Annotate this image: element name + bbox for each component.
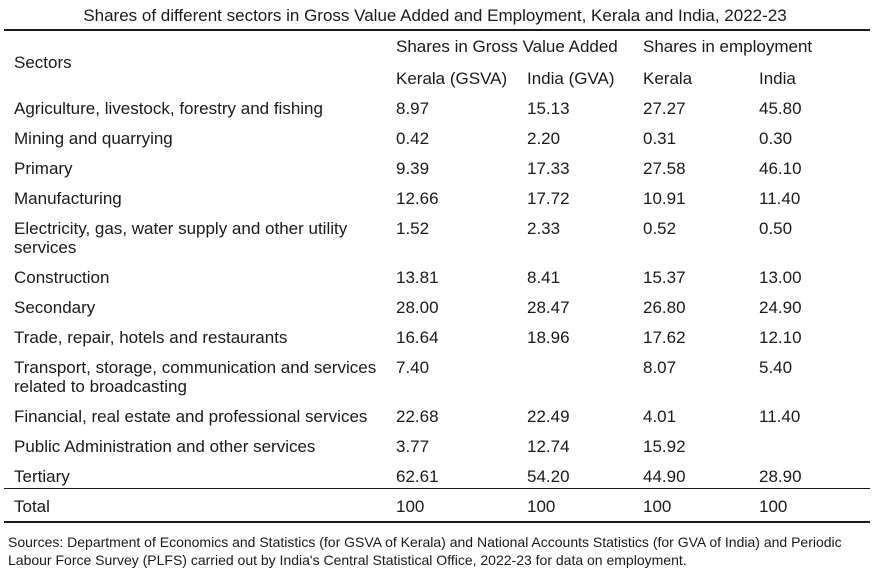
header-group-gva: Shares in Gross Value Added — [396, 37, 618, 56]
sector-cell: Electricity, gas, water supply and other… — [14, 219, 348, 257]
header-india-gva: India (GVA) — [527, 69, 615, 88]
kerala-employment-cell: 100 — [643, 497, 672, 516]
kerala-gsva-cell: 9.39 — [396, 159, 430, 178]
india-employment-cell: 46.10 — [759, 159, 802, 178]
india-employment-cell: 11.40 — [759, 407, 801, 426]
kerala-gsva-cell: 100 — [396, 497, 425, 516]
india-gva-cell: 100 — [527, 497, 556, 516]
india-employment-cell: 12.10 — [759, 328, 802, 347]
sector-cell: Primary — [14, 159, 73, 178]
sector-cell: Manufacturing — [14, 189, 122, 208]
india-employment-cell: 13.00 — [759, 268, 802, 287]
india-employment-cell: 0.50 — [759, 219, 793, 238]
table-title: Shares of different sectors in Gross Val… — [83, 6, 787, 25]
source-note: Sources: Department of Economics and Sta… — [8, 534, 842, 568]
sector-cell: Total — [14, 497, 50, 516]
kerala-gsva-cell: 0.42 — [396, 129, 430, 148]
kerala-employment-cell: 27.27 — [643, 99, 686, 118]
kerala-employment-cell: 0.52 — [643, 219, 677, 238]
kerala-gsva-cell: 1.52 — [396, 219, 430, 238]
kerala-gsva-cell: 22.68 — [396, 407, 439, 426]
kerala-gsva-cell: 3.77 — [396, 437, 430, 456]
india-employment-cell: 11.40 — [759, 189, 801, 208]
india-employment-cell: 5.40 — [759, 358, 793, 377]
kerala-employment-cell: 15.37 — [643, 268, 686, 287]
kerala-gsva-cell: 7.40 — [396, 358, 430, 377]
india-employment-cell: 28.90 — [759, 467, 802, 486]
kerala-employment-cell: 27.58 — [643, 159, 686, 178]
sector-cell: Public Administration and other services — [14, 437, 316, 456]
kerala-gsva-cell: 16.64 — [396, 328, 439, 347]
kerala-employment-cell: 10.91 — [643, 189, 686, 208]
kerala-employment-cell: 26.80 — [643, 298, 686, 317]
india-gva-cell: 22.49 — [527, 407, 570, 426]
india-gva-cell: 12.74 — [527, 437, 570, 456]
india-employment-cell: 100 — [759, 497, 788, 516]
sector-cell: Tertiary — [14, 467, 70, 486]
top-rule — [4, 29, 870, 31]
india-employment-cell: 24.90 — [759, 298, 802, 317]
india-gva-cell: 17.72 — [527, 189, 570, 208]
header-group-employment: Shares in employment — [643, 37, 813, 56]
kerala-employment-cell: 44.90 — [643, 467, 686, 486]
kerala-employment-cell: 4.01 — [643, 407, 677, 426]
kerala-employment-cell: 0.31 — [643, 129, 677, 148]
india-gva-cell: 2.33 — [527, 219, 561, 238]
india-gva-cell: 18.96 — [527, 328, 570, 347]
kerala-employment-cell: 15.92 — [643, 437, 686, 456]
sector-cell: Mining and quarrying — [14, 129, 173, 148]
india-gva-cell: 2.20 — [527, 129, 561, 148]
sector-cell: Transport, storage, communication and se… — [14, 358, 377, 396]
sector-cell: Trade, repair, hotels and restaurants — [14, 328, 288, 347]
sector-cell: Secondary — [14, 298, 96, 317]
india-gva-cell: 15.13 — [527, 99, 570, 118]
india-gva-cell: 8.41 — [527, 268, 561, 287]
kerala-gsva-cell: 28.00 — [396, 298, 439, 317]
india-gva-cell: 28.47 — [527, 298, 570, 317]
kerala-gsva-cell: 12.66 — [396, 189, 439, 208]
header-kerala-gsva: Kerala (GSVA) — [396, 69, 508, 88]
kerala-gsva-cell: 62.61 — [396, 467, 439, 486]
sector-cell: Financial, real estate and professional … — [14, 407, 368, 426]
header-india: India — [759, 69, 796, 88]
header-kerala: Kerala — [643, 69, 693, 88]
kerala-gsva-cell: 8.97 — [396, 99, 430, 118]
india-gva-cell: 17.33 — [527, 159, 570, 178]
sector-cell: Construction — [14, 268, 110, 287]
bottom-rule — [4, 521, 870, 523]
sector-cell: Agriculture, livestock, forestry and fis… — [14, 99, 323, 118]
india-gva-cell: 54.20 — [527, 467, 570, 486]
kerala-gsva-cell: 13.81 — [396, 268, 439, 287]
india-employment-cell: 45.80 — [759, 99, 802, 118]
india-employment-cell: 0.30 — [759, 129, 793, 148]
total-separator-rule — [4, 488, 870, 489]
kerala-employment-cell: 17.62 — [643, 328, 686, 347]
header-sectors: Sectors — [14, 53, 72, 72]
kerala-employment-cell: 8.07 — [643, 358, 677, 377]
